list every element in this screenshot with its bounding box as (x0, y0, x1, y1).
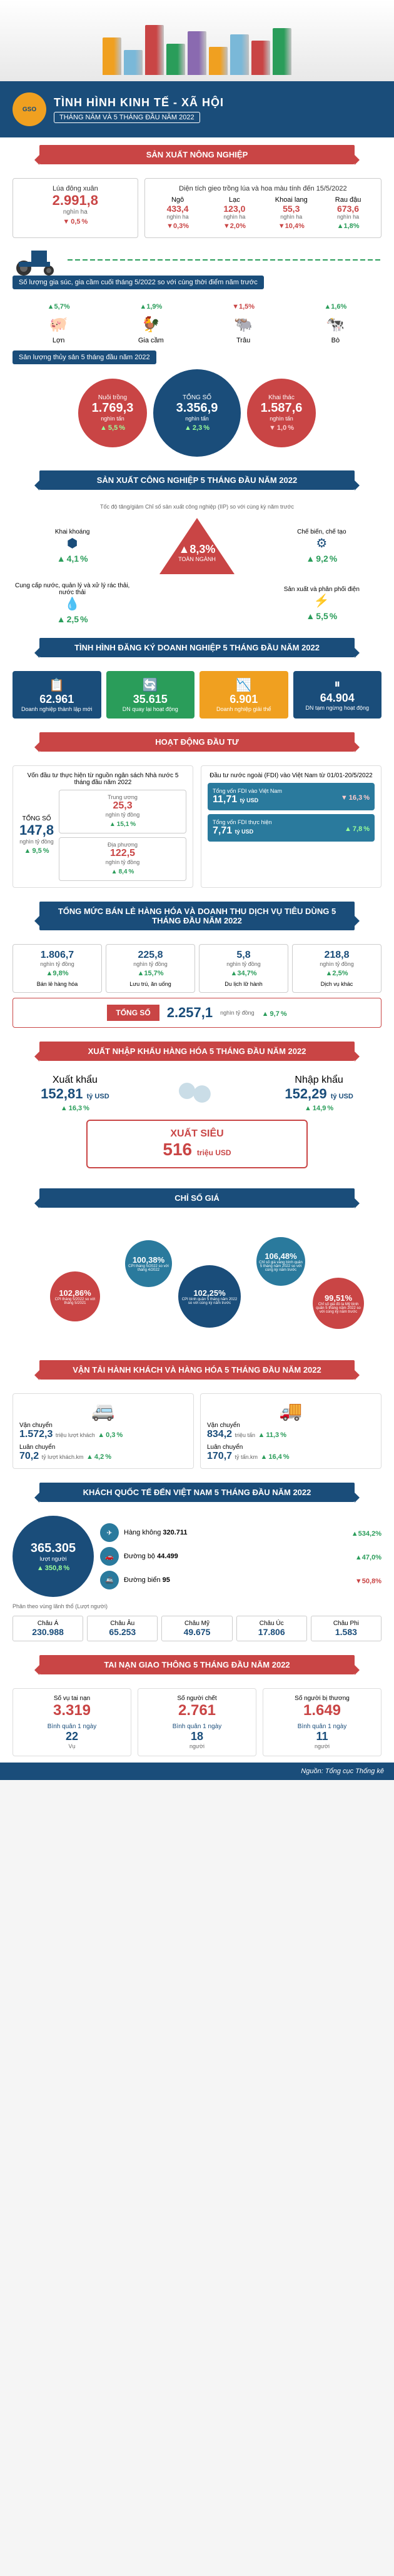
section-tourist: KHÁCH QUỐC TẾ ĐẾN VIỆT NAM 5 THÁNG ĐẦU N… (39, 1483, 355, 1502)
section-agriculture: SẢN XUẤT NÔNG NGHIỆP (39, 145, 355, 164)
cargo-transport: 🚚 Vận chuyển 834,2 triệu tấn ▲11,3% Luân… (200, 1393, 381, 1469)
trade-surplus: XUẤT SIÊU 516 triệu USD (86, 1120, 308, 1168)
crop-item: Ngô433,4nghìn ha▼0,3% (151, 196, 205, 231)
continent-item: Châu Mỹ49.675 (161, 1616, 232, 1641)
livestock-header: Số lượng gia súc, gia cầm cuối tháng 5/2… (13, 276, 264, 289)
gso-logo: GSO (13, 92, 46, 126)
import-col: Nhập khẩu 152,29 tỷ USD ▲14,9% (285, 1075, 353, 1113)
section-investment: HOẠT ĐỘNG ĐẦU TƯ (39, 732, 355, 752)
biz-item: ⏸64.904DN tạm ngừng hoạt động (293, 671, 382, 719)
crops-box: Diện tích gieo trồng lúa và hoa màu tính… (144, 178, 381, 238)
accident-item: Số người chết2.761Bình quân 1 ngày18ngườ… (138, 1688, 256, 1756)
fish-header: Sản lượng thủy sản 5 tháng đầu năm 2022 (13, 351, 156, 364)
section-cpi: CHỈ SỐ GIÁ (39, 1188, 355, 1208)
tourist-mode: 🚗Đường bộ 44.499▲47,0% (100, 1544, 381, 1568)
industry-center: ▲8,3% TOÀN NGÀNH (159, 515, 235, 577)
biz-item: 📋62.961Doanh nghiệp thành lập mới (13, 671, 101, 719)
state-investment: Vốn đầu tư thực hiện từ nguồn ngân sách … (13, 765, 193, 888)
crop-item: Lạc123,0nghìn ha▼2,0% (208, 196, 261, 231)
cpi-circle: 99,51%Chỉ số giá đô la Mỹ bình quân 5 th… (313, 1278, 364, 1329)
section-retail: TỔNG MỨC BÁN LẺ HÀNG HÓA VÀ DOANH THU DỊ… (39, 902, 355, 930)
crop-item: Khoai lang55,3nghìn ha▼10,4% (265, 196, 318, 231)
ind-water: Cung cấp nước, quản lý và xử lý rác thải… (13, 582, 132, 624)
fish-catch-circle: Khai thác 1.587,6 nghìn tấn ▼1,0% (247, 379, 316, 447)
livestock-item: ▼1,5%🐃Trâu (231, 301, 256, 344)
subtitle: THÁNG NĂM VÀ 5 THÁNG ĐẦU NĂM 2022 (54, 112, 200, 123)
continent-item: Châu Úc17.806 (236, 1616, 307, 1641)
cpi-circle: 106,48%Chỉ số giá vàng bình quân 5 tháng… (256, 1237, 305, 1286)
continent-item: Châu Âu65.253 (87, 1616, 158, 1641)
fdi-investment: Đầu tư nước ngoài (FDI) vào Việt Nam từ … (201, 765, 381, 888)
retail-item: 218,8nghìn tỷ đồng▲2,5%Dịch vụ khác (292, 944, 381, 993)
tourist-total: 365.305 lượt người ▲350,8% (13, 1516, 94, 1597)
fish-farm-circle: Nuôi trồng 1.769,3 nghìn tấn ▲5,5% (78, 379, 147, 447)
cpi-circle: 100,38%CPI tháng 5/2022 so với tháng 4/2… (125, 1240, 172, 1287)
cpi-circle: 102,86%CPI tháng 5/2022 so với tháng 5/2… (50, 1271, 100, 1321)
livestock-item: ▲1,9%🐓Gia cầm (138, 301, 164, 344)
fish-total-circle: TỔNG SỐ 3.356,9 nghìn tấn ▲2,3% (153, 369, 241, 457)
section-accident: TAI NẠN GIAO THÔNG 5 THÁNG ĐẦU NĂM 2022 (39, 1655, 355, 1674)
ind-mining: Khai khoáng ⬢ ▲4,1% (13, 529, 132, 564)
accident-item: Số người bị thương1.649Bình quân 1 ngày1… (263, 1688, 381, 1756)
tourist-mode: 🚢Đường biển 95▼50,8% (100, 1568, 381, 1592)
world-map-icon (172, 1078, 222, 1110)
ind-manufacturing: Chế biến, chế tạo ⚙ ▲9,2% (262, 529, 381, 564)
retail-item: 1.806,7nghìn tỷ đồng▲9,8%Bán lẻ hàng hóa (13, 944, 102, 993)
crop-item: Rau đậu673,6nghìn ha▲1,8% (321, 196, 375, 231)
biz-item: 🔄35.615DN quay lại hoạt động (106, 671, 195, 719)
title-band: GSO TÌNH HÌNH KINH TẾ - XÃ HỘI THÁNG NĂM… (0, 81, 394, 137)
continent-item: Châu Phi1.583 (311, 1616, 381, 1641)
section-industry: SẢN XUẤT CÔNG NGHIỆP 5 THÁNG ĐẦU NĂM 202… (39, 470, 355, 490)
biz-item: 📉6.901Doanh nghiệp giải thể (200, 671, 288, 719)
continent-item: Châu Á230.988 (13, 1616, 83, 1641)
section-transport: VẬN TẢI HÀNH KHÁCH VÀ HÀNG HÓA 5 THÁNG Đ… (39, 1360, 355, 1380)
export-col: Xuất khẩu 152,81 tỷ USD ▲16,3% (41, 1075, 109, 1113)
livestock-item: ▲1,6%🐄Bò (323, 301, 348, 344)
header-chart-decoration (0, 0, 394, 81)
cpi-circle: 102,25%CPI bình quân 5 tháng năm 2022 so… (178, 1265, 241, 1328)
footer-source: Nguồn: Tổng cục Thống kê (0, 1763, 394, 1780)
tourist-mode: ✈Hàng không 320.711▲534,2% (100, 1521, 381, 1544)
accident-item: Số vụ tai nạn3.319Bình quân 1 ngày22Vụ (13, 1688, 131, 1756)
ind-electricity: Sản xuất và phân phối điện ⚡ ▲5,5% (262, 586, 381, 621)
main-title: TÌNH HÌNH KINH TẾ - XÃ HỘI (54, 96, 224, 109)
tractor-icon (13, 244, 63, 276)
rice-box: Lúa đông xuân 2.991,8 nghìn ha ▼0,5% (13, 178, 138, 238)
retail-item: 5,8nghìn tỷ đồng▲34,7%Du lịch lữ hành (199, 944, 288, 993)
retail-item: 225,8nghìn tỷ đồng▲15,7%Lưu trú, ăn uống (106, 944, 195, 993)
livestock-item: ▲5,7%🐖Lợn (46, 301, 71, 344)
retail-total: TỔNG SỐ 2.257,1 nghìn tỷ đồng ▲9,7% (13, 998, 381, 1028)
passenger-transport: 🚐 Vận chuyển 1.572,3 triệu lượt khách ▲0… (13, 1393, 194, 1469)
section-trade: XUẤT NHẬP KHẨU HÀNG HÓA 5 THÁNG ĐẦU NĂM … (39, 1042, 355, 1061)
section-business: TÌNH HÌNH ĐĂNG KÝ DOANH NGHIỆP 5 THÁNG Đ… (39, 638, 355, 657)
